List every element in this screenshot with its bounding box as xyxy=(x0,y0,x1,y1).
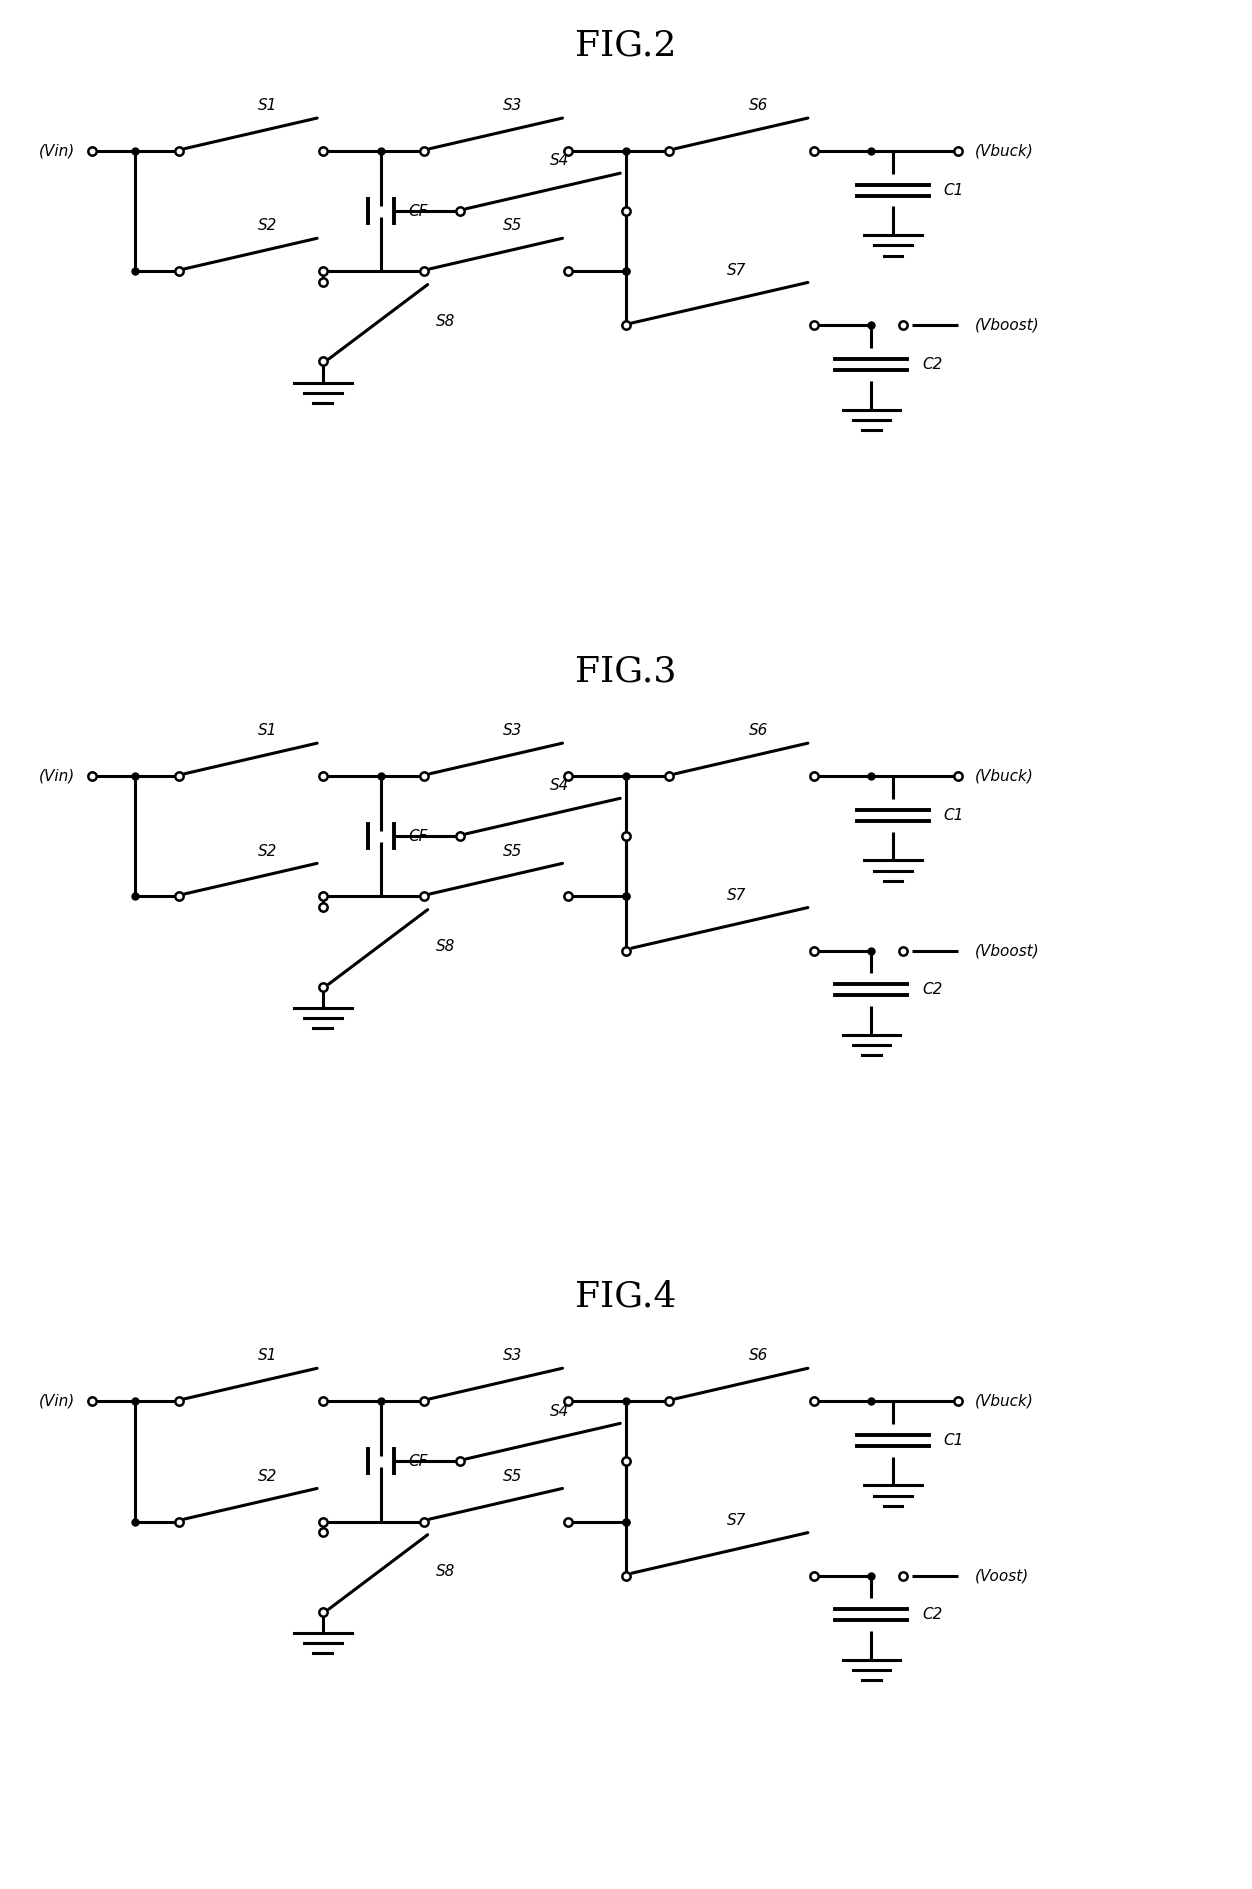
Text: FIG.3: FIG.3 xyxy=(575,654,677,688)
Text: S5: S5 xyxy=(503,219,522,234)
Text: S7: S7 xyxy=(727,263,746,278)
Text: S4: S4 xyxy=(550,1404,570,1419)
Text: CF: CF xyxy=(408,829,427,844)
Text: S4: S4 xyxy=(550,153,570,168)
Text: S1: S1 xyxy=(258,723,277,739)
Text: (Vin): (Vin) xyxy=(39,1394,75,1409)
Text: S3: S3 xyxy=(503,1349,522,1364)
Text: (Vboost): (Vboost) xyxy=(975,317,1040,332)
Text: S8: S8 xyxy=(437,1564,456,1579)
Text: C1: C1 xyxy=(944,808,964,824)
Text: CF: CF xyxy=(408,1455,427,1470)
Text: (Voost): (Voost) xyxy=(975,1568,1029,1583)
Text: S1: S1 xyxy=(258,98,277,113)
Text: S5: S5 xyxy=(503,1468,522,1483)
Text: S2: S2 xyxy=(258,1468,277,1483)
Text: FIG.4: FIG.4 xyxy=(576,1279,676,1313)
Text: S4: S4 xyxy=(550,778,570,793)
Text: (Vbuck): (Vbuck) xyxy=(975,1394,1034,1409)
Text: C1: C1 xyxy=(944,1434,964,1447)
Text: S1: S1 xyxy=(258,1349,277,1364)
Text: (Vin): (Vin) xyxy=(39,144,75,159)
Text: S2: S2 xyxy=(258,844,277,858)
Text: S2: S2 xyxy=(258,219,277,234)
Text: (Vboost): (Vboost) xyxy=(975,943,1040,958)
Text: C2: C2 xyxy=(921,357,943,372)
Text: (Vin): (Vin) xyxy=(39,769,75,784)
Text: S3: S3 xyxy=(503,723,522,739)
Text: S8: S8 xyxy=(437,939,456,954)
Text: S8: S8 xyxy=(437,314,456,329)
Text: S6: S6 xyxy=(749,98,767,113)
Text: C2: C2 xyxy=(921,1608,943,1623)
Text: S7: S7 xyxy=(727,888,746,903)
Text: S5: S5 xyxy=(503,844,522,858)
Text: S3: S3 xyxy=(503,98,522,113)
Text: S6: S6 xyxy=(749,1349,767,1364)
Text: (Vbuck): (Vbuck) xyxy=(975,144,1034,159)
Text: C2: C2 xyxy=(921,982,943,997)
Text: FIG.2: FIG.2 xyxy=(576,28,676,62)
Text: S6: S6 xyxy=(749,723,767,739)
Text: (Vbuck): (Vbuck) xyxy=(975,769,1034,784)
Text: S7: S7 xyxy=(727,1513,746,1528)
Text: C1: C1 xyxy=(944,183,964,198)
Text: CF: CF xyxy=(408,204,427,219)
